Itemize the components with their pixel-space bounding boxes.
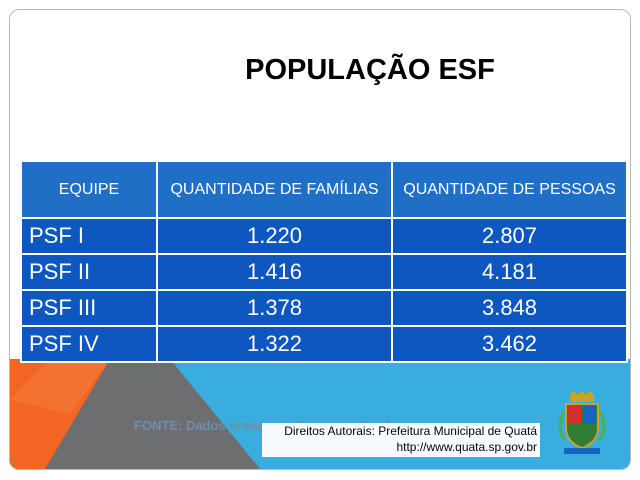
familias-cell: 1.220 xyxy=(156,217,393,255)
header-pessoas: QUANTIDADE DE PESSOAS xyxy=(391,160,628,219)
equipe-cell: PSF I xyxy=(20,217,158,255)
familias-cell: 1.378 xyxy=(156,289,393,327)
coat-of-arms-icon xyxy=(556,392,608,458)
equipe-cell: PSF IV xyxy=(20,325,158,363)
table-row: PSF III 1.378 3.848 xyxy=(20,289,628,327)
decorative-banner xyxy=(10,359,630,469)
equipe-cell: PSF II xyxy=(20,253,158,291)
slide-title: POPULAÇÃO ESF xyxy=(245,54,495,86)
credit-line: Direitos Autorais: Prefeitura Municipal … xyxy=(284,424,537,438)
credit-url: http://www.quata.sp.gov.br xyxy=(396,440,537,454)
familias-cell: 1.322 xyxy=(156,325,393,363)
header-equipe: EQUIPE xyxy=(20,160,158,219)
table-row: PSF II 1.416 4.181 xyxy=(20,253,628,291)
pessoas-cell: 4.181 xyxy=(391,253,628,291)
table-row: PSF IV 1.322 3.462 xyxy=(20,325,628,363)
copyright-credit: Direitos Autorais: Prefeitura Municipal … xyxy=(262,423,540,457)
pessoas-cell: 3.848 xyxy=(391,289,628,327)
pessoas-cell: 3.462 xyxy=(391,325,628,363)
table-row: PSF I 1.220 2.807 xyxy=(20,217,628,255)
equipe-cell: PSF III xyxy=(20,289,158,327)
familias-cell: 1.416 xyxy=(156,253,393,291)
pessoas-cell: 2.807 xyxy=(391,217,628,255)
table-header-row: EQUIPE QUANTIDADE DE FAMÍLIAS QUANTIDADE… xyxy=(20,160,628,219)
slide: POPULAÇÃO ESF EQUIPE QUANTIDADE DE FAMÍL… xyxy=(9,9,631,470)
population-table: EQUIPE QUANTIDADE DE FAMÍLIAS QUANTIDADE… xyxy=(20,160,628,363)
header-familias: QUANTIDADE DE FAMÍLIAS xyxy=(156,160,393,219)
